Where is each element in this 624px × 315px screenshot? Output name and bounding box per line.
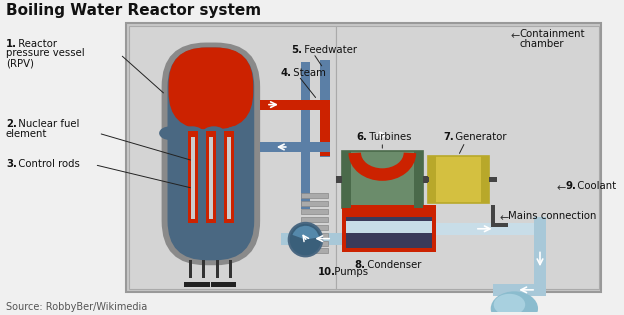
Ellipse shape	[490, 291, 538, 315]
Bar	[346, 217, 432, 249]
Text: Containment: Containment	[519, 29, 585, 39]
Bar	[260, 100, 330, 110]
Text: Reactor: Reactor	[15, 39, 57, 49]
Text: 1.: 1.	[6, 39, 17, 49]
Bar	[223, 131, 233, 223]
Bar	[223, 282, 236, 287]
Bar	[320, 109, 330, 151]
Bar	[301, 223, 310, 252]
Bar	[346, 221, 432, 233]
Text: 5.: 5.	[291, 44, 303, 54]
Bar	[301, 225, 328, 230]
Bar	[320, 105, 330, 156]
Bar	[342, 151, 422, 208]
Bar	[301, 62, 310, 209]
Text: Coolant: Coolant	[575, 181, 617, 192]
Ellipse shape	[203, 126, 225, 140]
Bar	[534, 217, 546, 284]
Text: Condenser: Condenser	[364, 260, 421, 270]
Bar	[191, 137, 195, 219]
Bar	[422, 175, 429, 183]
Bar	[301, 209, 328, 214]
FancyBboxPatch shape	[162, 43, 260, 265]
Text: Generator: Generator	[452, 132, 507, 142]
Bar	[490, 205, 495, 223]
FancyBboxPatch shape	[168, 48, 253, 129]
Wedge shape	[293, 226, 319, 240]
Text: 10.: 10.	[318, 267, 336, 277]
Text: ←: ←	[510, 31, 520, 41]
Bar	[301, 217, 328, 222]
Text: 9.: 9.	[565, 181, 577, 192]
Text: 8.: 8.	[354, 260, 366, 270]
Text: 6.: 6.	[357, 132, 368, 142]
Text: element: element	[6, 129, 47, 139]
Text: pressure vessel: pressure vessel	[6, 49, 84, 59]
Bar	[493, 284, 546, 296]
Bar	[228, 260, 232, 278]
Text: Feedwater: Feedwater	[301, 44, 356, 54]
Text: ←: ←	[557, 183, 566, 193]
Text: Source: RobbyBer/Wikimedia: Source: RobbyBer/Wikimedia	[6, 302, 147, 312]
Bar	[301, 193, 328, 198]
Text: Turbines: Turbines	[366, 132, 411, 142]
Bar	[481, 156, 489, 203]
Bar	[356, 208, 366, 238]
Text: ←: ←	[500, 213, 509, 223]
Bar	[427, 176, 429, 182]
Bar	[427, 156, 489, 203]
Text: 4.: 4.	[281, 68, 292, 78]
Bar	[399, 208, 409, 238]
FancyBboxPatch shape	[167, 48, 254, 260]
Bar	[211, 282, 223, 287]
Text: chamber: chamber	[519, 39, 564, 49]
Text: Boiling Water Reactor system: Boiling Water Reactor system	[6, 3, 261, 18]
Bar	[342, 151, 351, 208]
Text: 7.: 7.	[444, 132, 454, 142]
Text: Nuclear fuel: Nuclear fuel	[15, 119, 79, 129]
Text: Pumps: Pumps	[331, 267, 368, 277]
Bar	[301, 201, 328, 206]
Ellipse shape	[494, 294, 525, 315]
Bar	[202, 260, 205, 278]
Ellipse shape	[224, 126, 247, 140]
Bar	[209, 137, 213, 219]
Bar	[129, 26, 336, 289]
Text: Steam: Steam	[290, 68, 326, 78]
Bar	[189, 260, 192, 278]
Bar	[427, 156, 436, 203]
Bar	[301, 241, 328, 245]
Bar	[184, 282, 197, 287]
Text: 3.: 3.	[6, 159, 17, 169]
Text: (RPV): (RPV)	[6, 58, 34, 68]
Bar	[436, 223, 534, 235]
Bar	[301, 233, 328, 238]
Ellipse shape	[159, 126, 182, 140]
Bar	[414, 151, 422, 208]
Circle shape	[289, 223, 322, 256]
Bar	[188, 131, 198, 223]
Bar	[320, 60, 330, 157]
Bar	[206, 131, 216, 223]
Bar	[336, 175, 342, 183]
Bar	[126, 23, 601, 292]
Bar	[216, 260, 219, 278]
Bar	[336, 26, 599, 289]
Bar	[490, 223, 509, 227]
Text: Control rods: Control rods	[15, 159, 80, 169]
Text: Mains connection: Mains connection	[509, 211, 597, 221]
Bar	[342, 205, 436, 252]
Bar	[227, 137, 231, 219]
Bar	[489, 176, 497, 182]
Bar	[260, 142, 330, 152]
Bar	[281, 233, 342, 244]
Bar	[301, 249, 328, 253]
Text: 2.: 2.	[6, 119, 17, 129]
Bar	[197, 282, 210, 287]
Ellipse shape	[181, 126, 203, 140]
